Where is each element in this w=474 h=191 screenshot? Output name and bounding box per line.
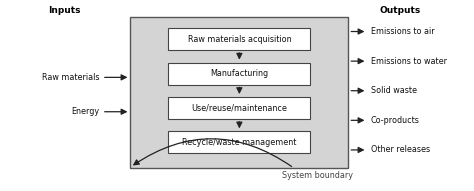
FancyBboxPatch shape [168,63,310,84]
FancyBboxPatch shape [168,97,310,119]
Text: Manufacturing: Manufacturing [210,69,268,78]
FancyArrowPatch shape [134,139,292,167]
Text: System boundary: System boundary [282,172,353,180]
FancyBboxPatch shape [168,131,310,153]
Text: Inputs: Inputs [48,6,80,15]
Text: Outputs: Outputs [380,6,421,15]
Text: Use/reuse/maintenance: Use/reuse/maintenance [191,103,287,112]
FancyBboxPatch shape [168,28,310,50]
Text: Energy: Energy [72,107,100,116]
Text: Co-products: Co-products [371,116,419,125]
FancyBboxPatch shape [130,17,348,168]
Text: Emissions to air: Emissions to air [371,27,434,36]
Text: Recycle/waste management: Recycle/waste management [182,138,297,147]
Text: Other releases: Other releases [371,145,430,155]
Text: Emissions to water: Emissions to water [371,57,447,66]
Text: Solid waste: Solid waste [371,86,417,95]
Text: Raw materials: Raw materials [42,73,100,82]
Text: Raw materials acquisition: Raw materials acquisition [188,35,291,44]
